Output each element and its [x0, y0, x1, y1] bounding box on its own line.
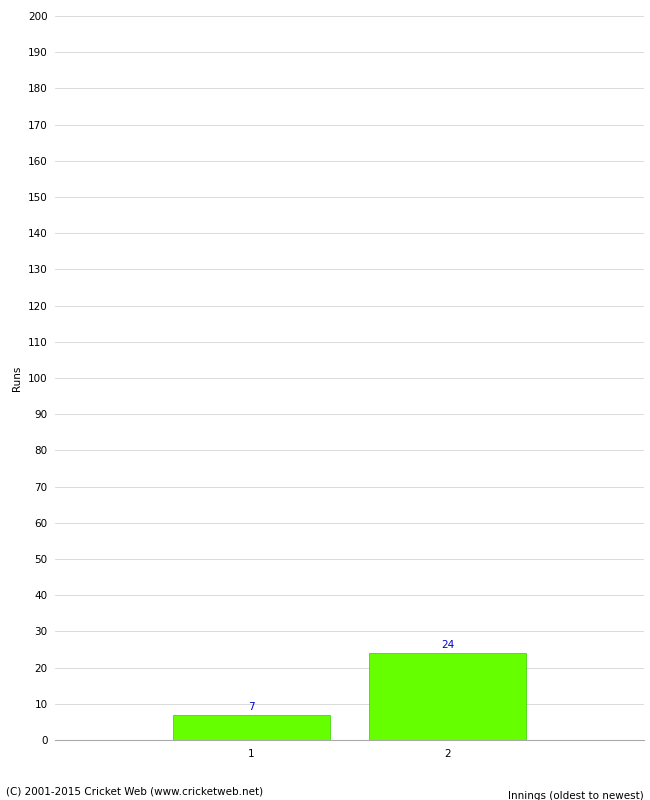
Text: (C) 2001-2015 Cricket Web (www.cricketweb.net): (C) 2001-2015 Cricket Web (www.cricketwe… — [6, 786, 264, 796]
Bar — [369, 653, 526, 740]
Bar — [173, 714, 330, 740]
Text: 24: 24 — [441, 640, 454, 650]
Text: 7: 7 — [248, 702, 255, 712]
Text: Innings (oldest to newest): Innings (oldest to newest) — [508, 790, 644, 800]
Y-axis label: Runs: Runs — [12, 366, 22, 390]
